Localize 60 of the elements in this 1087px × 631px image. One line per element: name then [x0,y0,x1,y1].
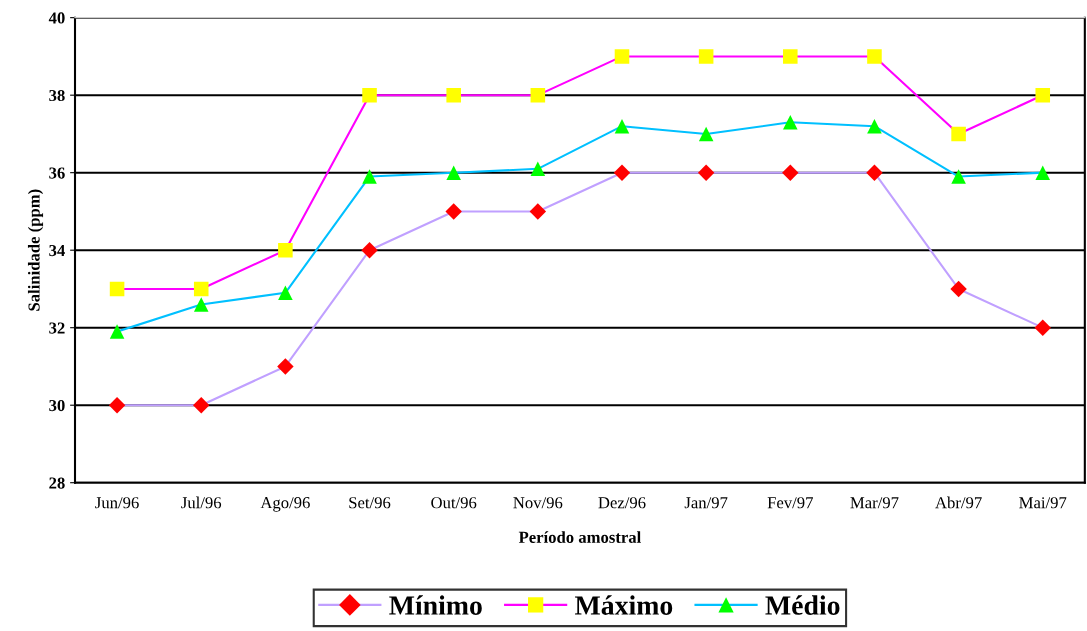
legend-label: Médio [765,595,840,615]
point [362,169,377,184]
legend-label: Máximo [575,595,673,615]
point [614,49,630,64]
x-tick-label: Mar/97 [850,497,899,509]
y-tick-label: 40 [48,12,65,24]
point [446,165,461,180]
point [109,281,125,297]
legend-label: Mínimo [389,595,482,615]
x-tick-label: Set/96 [349,497,391,509]
x-tick-label: Jun/96 [95,497,139,509]
point [278,242,293,258]
point [109,324,125,339]
x-tick-label: Out/96 [431,497,477,509]
point [446,87,461,103]
point [698,126,714,142]
x-tick-label: Ago/96 [260,497,310,512]
x-tick-label: Jul/96 [181,496,222,509]
point [950,280,967,298]
point [445,203,462,220]
x-tick-label: Jan/97 [684,497,728,509]
y-tick-label: 38 [49,89,65,102]
y-tick-label: 30 [49,399,65,412]
point [361,241,378,259]
point [867,118,882,134]
point [613,164,631,181]
point [782,164,799,181]
x-tick-label: Abr/97 [935,496,982,509]
y-tick-label: 34 [49,244,65,257]
y-tick-label: 28 [49,477,65,489]
point [277,358,294,375]
x-tick-label: Fev/97 [767,497,813,509]
point [866,164,883,181]
y-axis-title: Salinidade (ppm) [27,189,44,311]
point [193,396,210,414]
point [530,161,546,177]
point [193,297,209,312]
x-tick-label: Dez/96 [598,497,646,509]
point [783,115,798,130]
x-tick-label: Nov/96 [513,497,563,509]
y-tick-label: 32 [49,322,65,334]
point [1034,319,1051,336]
point [867,49,882,64]
point [698,49,714,64]
y-tick-label: 36 [49,167,65,179]
point [108,396,126,414]
point [951,126,966,142]
point [530,87,546,103]
point [697,164,715,181]
point [783,49,798,64]
point [614,118,630,134]
point [362,87,377,103]
point [1035,165,1051,180]
point [278,285,293,301]
point [951,169,966,184]
x-tick-label: Mai/97 [1019,497,1067,509]
point [529,203,547,220]
point [1035,87,1051,103]
x-axis-title: Período amostral [518,531,641,543]
point [193,281,209,297]
